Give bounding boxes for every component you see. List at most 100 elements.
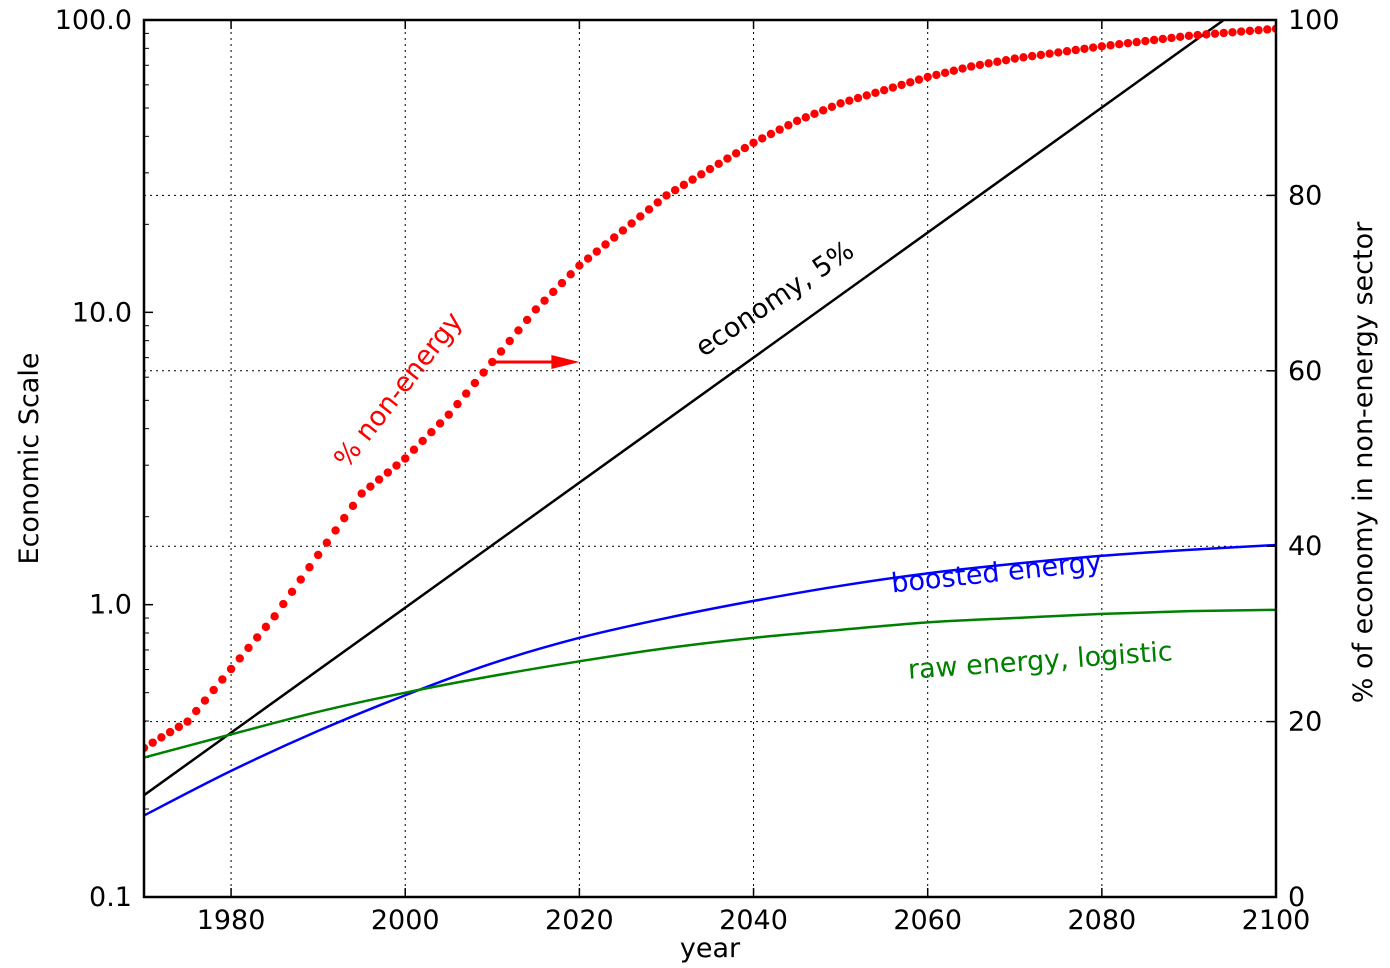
data-point	[279, 599, 288, 609]
data-point	[662, 191, 671, 200]
data-point	[714, 159, 723, 169]
data-point	[435, 419, 445, 428]
data-point	[505, 336, 514, 346]
annotation-non-energy: % non-energy	[328, 306, 469, 474]
data-point	[1228, 28, 1237, 37]
data-point	[165, 727, 175, 737]
data-point	[975, 60, 985, 70]
data-point	[853, 93, 863, 103]
data-point	[836, 99, 845, 108]
data-point	[993, 57, 1002, 66]
data-point	[575, 261, 584, 270]
data-point	[888, 83, 898, 92]
data-point	[531, 305, 541, 314]
data-point	[1010, 54, 1019, 63]
y-tick-label: 100.0	[55, 5, 132, 36]
data-point	[1167, 33, 1176, 43]
data-point	[374, 475, 384, 484]
data-point	[366, 482, 375, 491]
data-point	[610, 233, 619, 242]
data-point	[496, 347, 506, 356]
data-point	[958, 64, 967, 73]
data-point	[940, 68, 950, 77]
data-point	[1045, 49, 1054, 58]
data-point	[618, 226, 628, 235]
data-point	[470, 378, 480, 388]
data-point	[270, 612, 279, 621]
data-point	[549, 287, 558, 297]
non-energy-axis-arrow	[492, 355, 580, 370]
series-line-economy-5	[144, 20, 1225, 797]
x-tick-label: 2060	[893, 905, 962, 936]
data-point	[461, 389, 471, 398]
x-axis-label: year	[680, 933, 741, 964]
data-point	[1184, 31, 1194, 40]
data-point	[801, 113, 810, 122]
data-point	[740, 143, 750, 153]
data-point	[1036, 50, 1046, 60]
data-point	[827, 102, 837, 112]
data-point	[697, 170, 706, 179]
data-point	[296, 575, 305, 584]
y2-tick-label: 60	[1288, 356, 1322, 387]
data-point	[688, 175, 697, 184]
data-point	[305, 563, 314, 572]
y-tick-label: 0.1	[89, 882, 132, 913]
data-point	[1236, 27, 1246, 36]
data-point	[792, 116, 802, 126]
data-point	[731, 149, 741, 158]
y-tick-label: 1.0	[89, 590, 132, 621]
x-tick-label: 2100	[1242, 905, 1311, 936]
data-point	[1080, 44, 1089, 53]
series-non-energy	[144, 24, 1276, 753]
data-point	[1062, 47, 1072, 56]
x-tick-label: 2080	[1067, 905, 1136, 936]
data-point	[253, 633, 262, 642]
x-tick-label: 2020	[545, 905, 614, 936]
data-point	[949, 66, 959, 75]
series-line-raw-energy-logistic	[144, 608, 1276, 759]
data-point	[174, 722, 184, 732]
data-point	[409, 445, 419, 454]
data-point	[453, 399, 462, 409]
data-point	[1115, 40, 1124, 49]
data-point	[1245, 26, 1255, 36]
data-point	[914, 75, 924, 84]
data-point	[1054, 48, 1063, 57]
data-point	[845, 96, 854, 105]
tick-layer: 1980 2000 2020 2040 2060 2080 21000.11.010.010…	[55, 5, 1340, 936]
arrow-head	[551, 355, 580, 370]
data-point	[218, 675, 227, 684]
data-point	[984, 59, 993, 68]
data-point	[348, 501, 358, 511]
data-point	[1193, 30, 1202, 40]
data-point	[723, 154, 732, 163]
data-point	[775, 125, 784, 134]
data-point	[192, 706, 201, 716]
plot-frame	[142, 18, 1278, 899]
data-point	[1210, 29, 1220, 38]
y2-tick-label: 100	[1288, 5, 1340, 36]
data-point	[427, 427, 436, 437]
data-point	[923, 72, 932, 82]
data-point	[383, 468, 393, 477]
data-point	[157, 733, 166, 742]
data-point	[1106, 41, 1115, 50]
data-point	[932, 70, 941, 80]
data-point	[784, 121, 793, 130]
data-point	[235, 654, 244, 663]
data-point	[444, 410, 453, 419]
data-point	[705, 164, 715, 174]
data-point	[313, 550, 323, 560]
data-point	[148, 738, 157, 747]
x-tick-label: 1980	[197, 905, 266, 936]
data-point	[1219, 28, 1228, 38]
grid-layer	[144, 20, 1276, 897]
data-point	[479, 368, 488, 377]
series-layer	[144, 20, 1276, 817]
data-point	[331, 526, 340, 535]
data-point	[636, 212, 645, 221]
data-point	[418, 436, 427, 446]
